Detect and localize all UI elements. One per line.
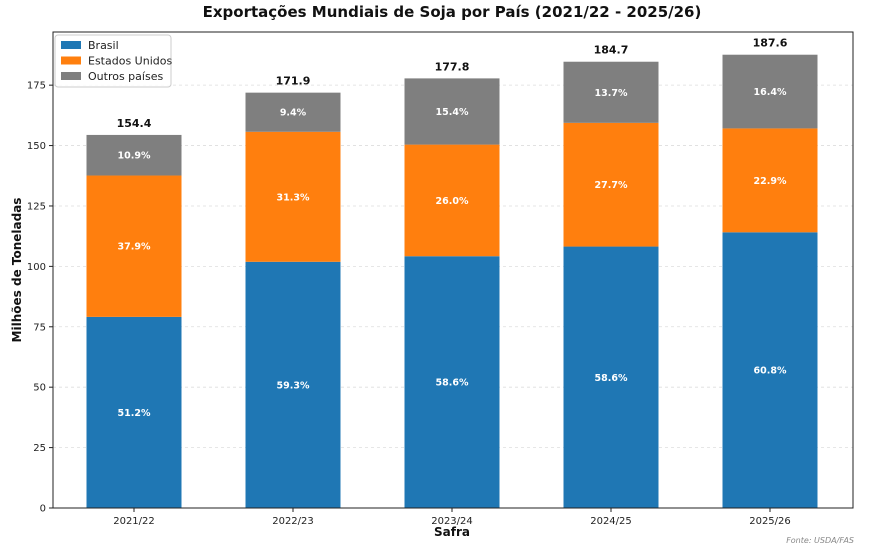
y-tick-label: 150 (27, 141, 46, 152)
y-axis-ticks: 0 25 50 75 100 125 150 175 (27, 81, 53, 515)
x-tick-label: 2025/26 (749, 516, 791, 527)
bar-percent-label: 58.6% (436, 378, 469, 389)
bar-percent-label: 60.8% (754, 366, 787, 377)
legend-box (54, 34, 172, 88)
bar-percent-label: 31.3% (277, 192, 310, 203)
bar-percent-label: 10.9% (118, 151, 151, 162)
bar-labels: 51.2% 37.9% 10.9% 154.4 59.3% 31.3% 9.4% 171.9 5… (117, 37, 788, 419)
legend-swatch (61, 56, 81, 65)
bar-segment (245, 261, 341, 508)
y-tick-label: 0 (40, 504, 46, 515)
y-tick-label: 50 (33, 383, 46, 394)
y-tick-label: 25 (33, 443, 46, 454)
bar-segment (245, 92, 341, 132)
y-tick-label: 100 (27, 262, 46, 273)
gridlines (53, 84, 853, 509)
bar-total-label: 184.7 (594, 44, 629, 57)
legend-entry-label: Estados Unidos (88, 55, 172, 68)
x-axis-label: Safra (434, 525, 470, 539)
x-axis-ticks: 2021/22 2022/23 2023/24 2024/25 2025/26 (113, 508, 791, 527)
source-note: Fonte: USDA/FAS (786, 536, 854, 545)
legend-swatch (61, 72, 81, 80)
bar-segment (404, 78, 500, 145)
bar-percent-label: 16.4% (754, 87, 787, 98)
bar-percent-label: 51.2% (118, 408, 151, 419)
x-tick-label: 2023/24 (431, 516, 473, 527)
legend: Brasil Estados Unidos Outros países (54, 34, 172, 88)
bars (86, 54, 818, 509)
bar-percent-label: 59.3% (277, 380, 310, 391)
y-tick-label: 125 (27, 201, 46, 212)
bar-segment (404, 256, 500, 508)
bar-total-label: 154.4 (117, 117, 152, 130)
bar-segment (563, 61, 659, 123)
bar-percent-label: 15.4% (436, 107, 469, 118)
bar-segment (722, 54, 818, 129)
bar-segment (404, 144, 500, 257)
bar-percent-label: 58.6% (595, 373, 628, 384)
bar-total-label: 187.6 (753, 37, 788, 50)
bar-percent-label: 13.7% (595, 88, 628, 99)
bar-segment (86, 316, 182, 508)
legend-entry-label: Brasil (88, 39, 119, 52)
legend-entry-label: Outros países (88, 70, 163, 83)
bar-segment (563, 246, 659, 508)
chart-title: Exportações Mundiais de Soja por País (2… (203, 3, 702, 21)
y-tick-label: 175 (27, 81, 46, 92)
bar-percent-label: 22.9% (754, 176, 787, 187)
bar-segment (245, 131, 341, 262)
x-tick-label: 2024/25 (590, 516, 632, 527)
bar-segment (722, 128, 818, 233)
x-tick-label: 2021/22 (113, 516, 155, 527)
bar-segment (86, 134, 182, 176)
bar-total-label: 177.8 (435, 60, 470, 73)
bar-percent-label: 37.9% (118, 242, 151, 253)
legend-swatch (61, 41, 81, 49)
bar-total-label: 171.9 (276, 75, 311, 88)
x-tick-label: 2022/23 (272, 516, 314, 527)
bar-segment (722, 232, 818, 509)
bar-segment (563, 122, 659, 247)
bar-percent-label: 9.4% (280, 108, 307, 119)
y-tick-label: 75 (33, 322, 46, 333)
bar-percent-label: 27.7% (595, 180, 628, 191)
y-axis-label: Milhões de Toneladas (10, 198, 24, 343)
bar-percent-label: 26.0% (436, 196, 469, 207)
bar-segment (86, 175, 182, 317)
plot-frame (52, 31, 854, 509)
